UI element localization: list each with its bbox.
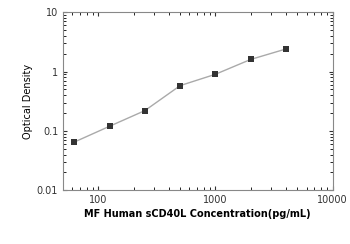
Y-axis label: Optical Density: Optical Density xyxy=(23,64,33,139)
Point xyxy=(248,58,253,61)
Point xyxy=(107,124,112,128)
Point xyxy=(283,47,289,51)
Point xyxy=(177,84,183,88)
Point xyxy=(212,72,218,76)
X-axis label: MF Human sCD40L Concentration(pg/mL): MF Human sCD40L Concentration(pg/mL) xyxy=(84,209,311,219)
Point xyxy=(142,109,148,112)
Point xyxy=(71,140,77,144)
